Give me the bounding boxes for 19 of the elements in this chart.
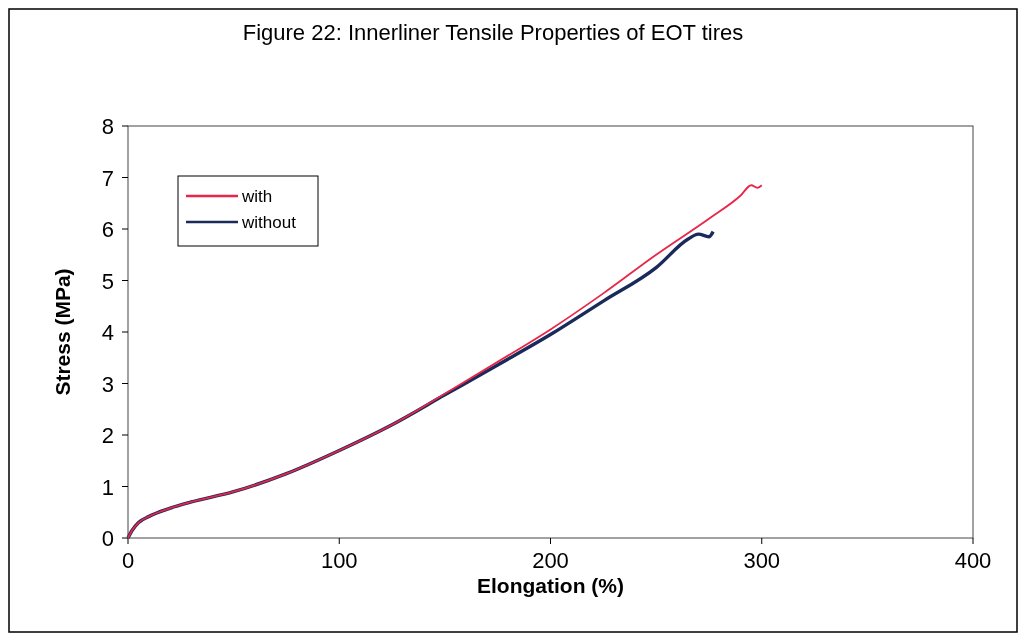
y-tick-label: 6 [101, 217, 114, 242]
x-tick-label: 300 [743, 548, 781, 573]
y-tick-label: 3 [101, 371, 114, 397]
y-tick-label: 2 [101, 423, 114, 448]
y-tick-label: 4 [101, 320, 114, 345]
y-tick-label: 1 [101, 474, 114, 500]
x-tick-label: 200 [532, 548, 569, 573]
x-tick-label: 0 [121, 548, 135, 573]
y-axis-title: Stress (MPa) [51, 268, 74, 396]
y-tick-label: 0 [101, 526, 114, 551]
legend-label: without [241, 213, 297, 232]
y-tick-label: 5 [101, 268, 114, 294]
chart-title: Figure 22: Innerliner Tensile Properties of EOT tires [242, 20, 744, 45]
y-tick-label: 8 [101, 114, 114, 139]
legend-label: with [241, 187, 273, 206]
x-axis-title: Elongation (%) [477, 574, 624, 597]
x-tick-label: 100 [320, 548, 358, 573]
y-tick-label: 7 [101, 165, 114, 191]
x-tick-label: 400 [954, 548, 992, 573]
